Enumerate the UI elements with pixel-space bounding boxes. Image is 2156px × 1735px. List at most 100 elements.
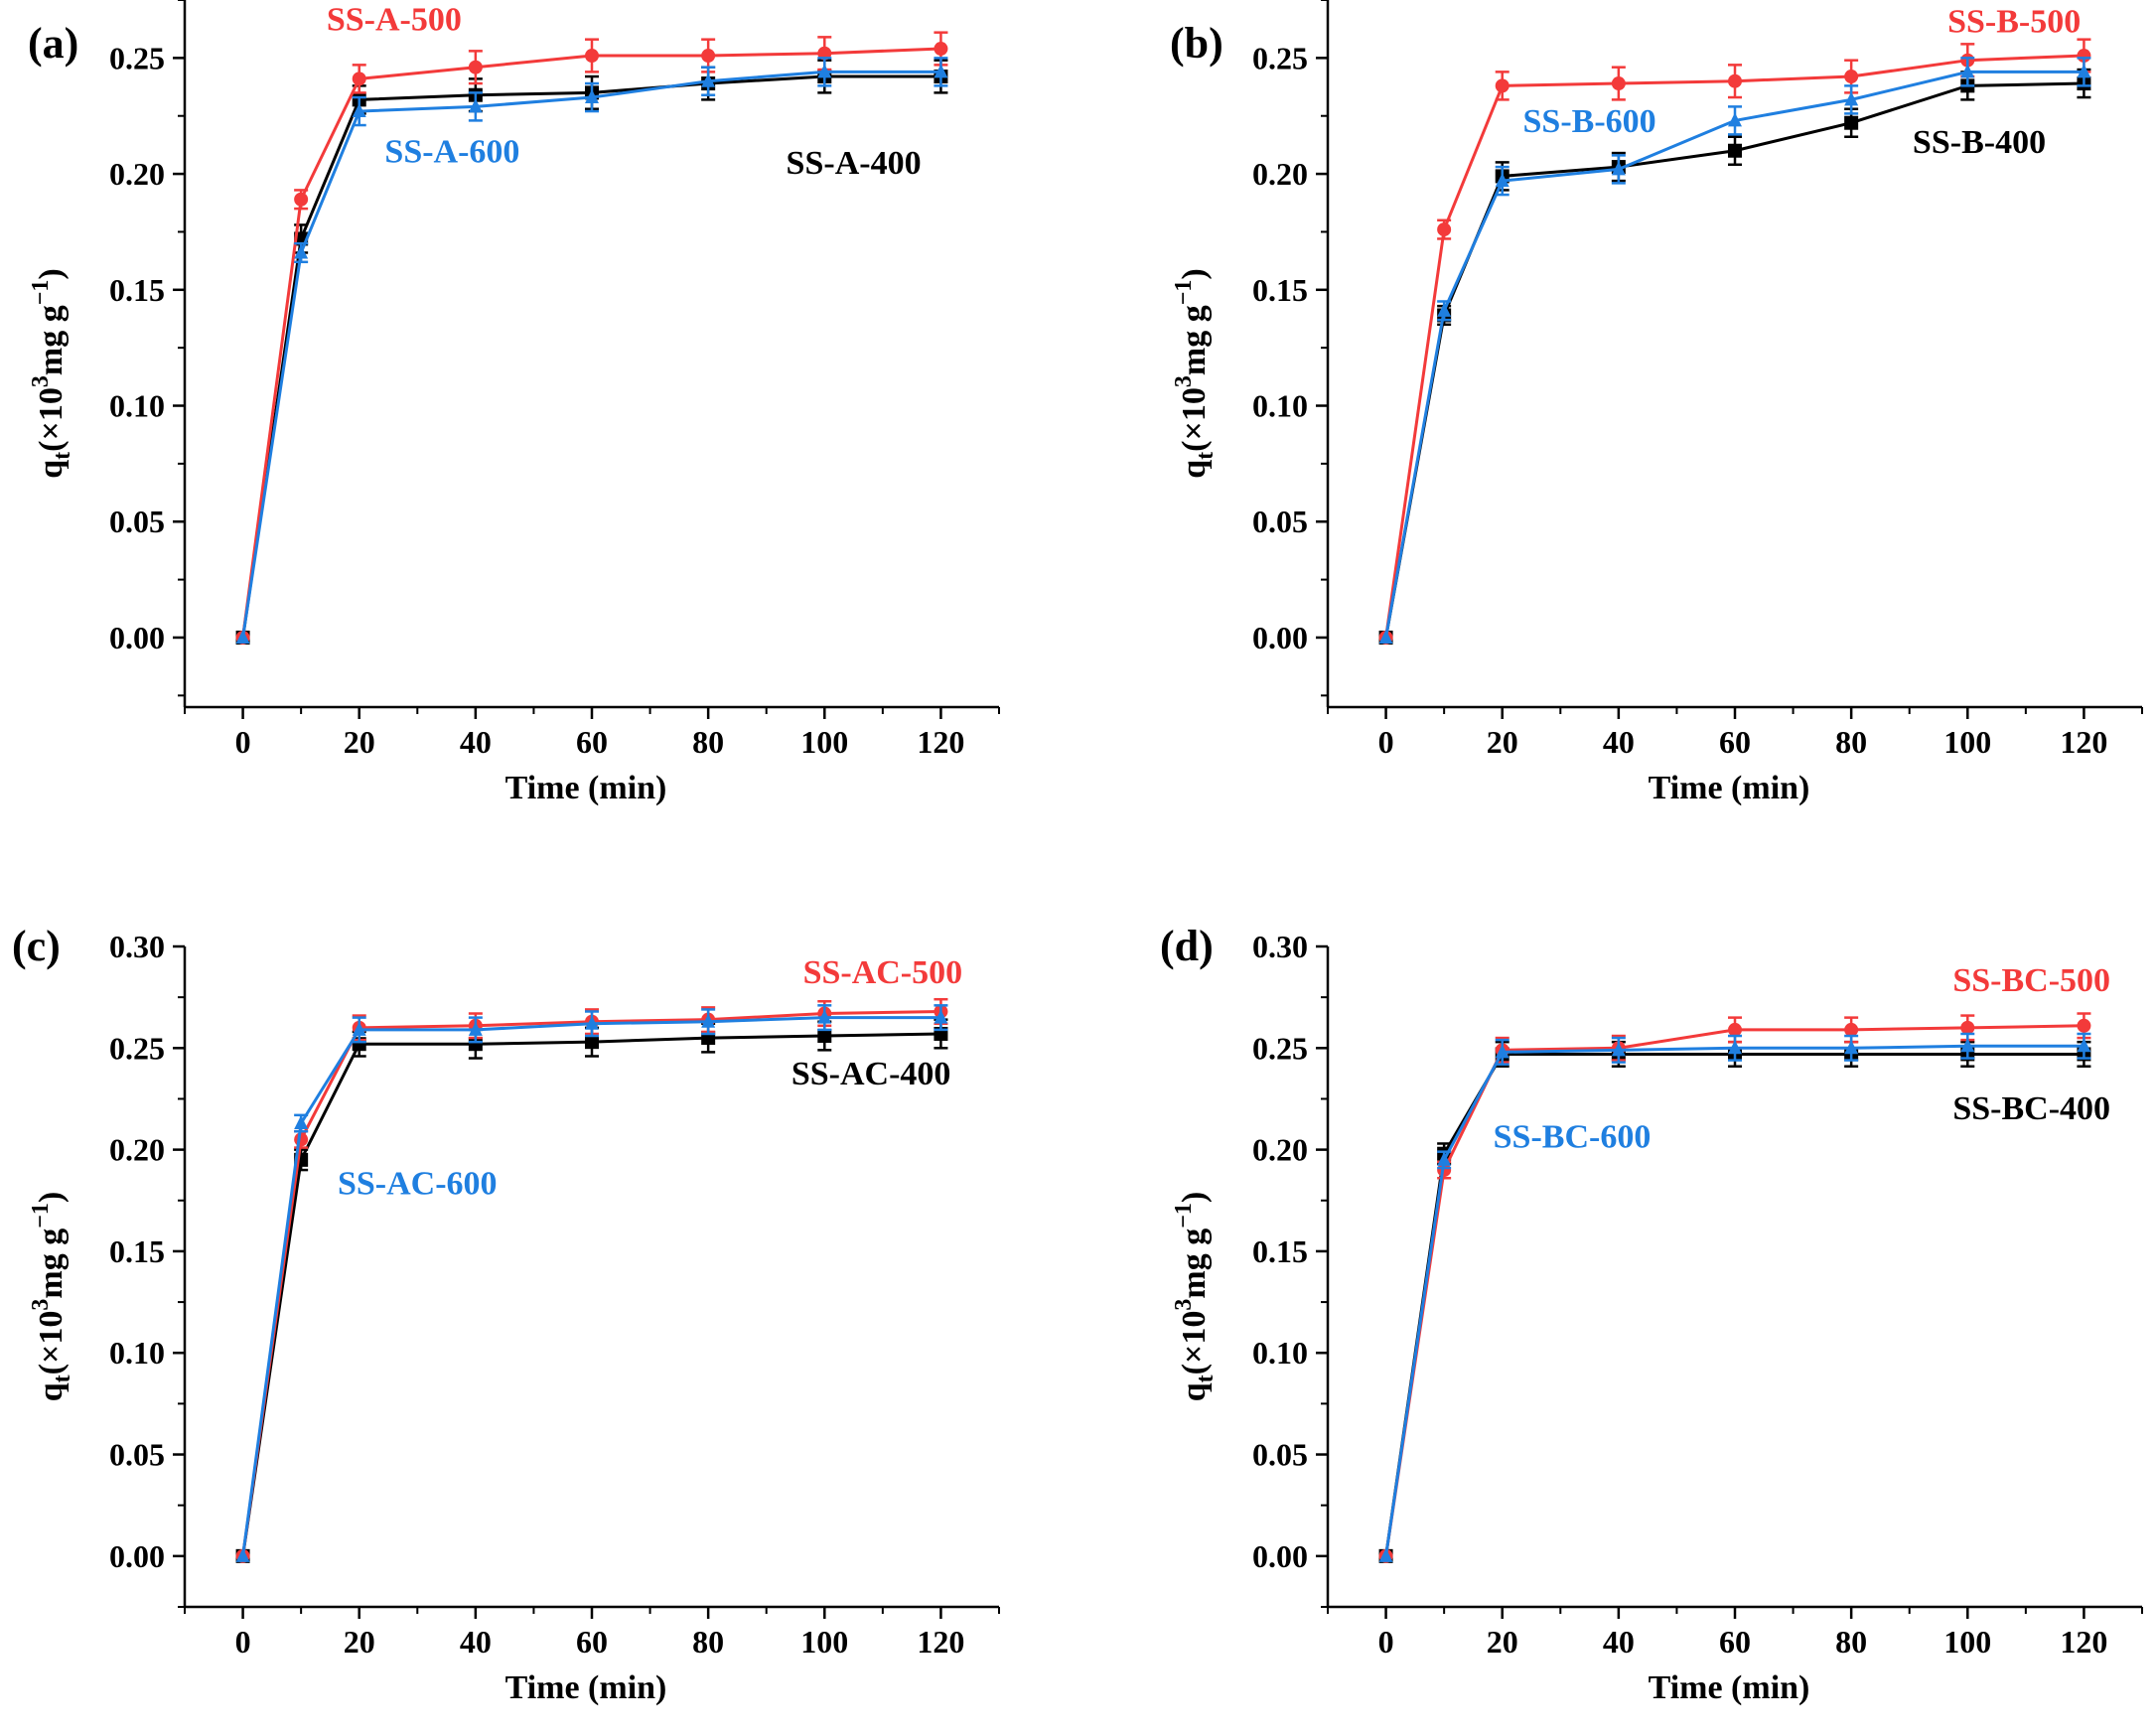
x-tick-label: 60 bbox=[1719, 1624, 1751, 1660]
data-point-triangle bbox=[1844, 1040, 1859, 1055]
x-tick-label: 120 bbox=[2060, 1624, 2107, 1660]
data-point-triangle bbox=[2077, 64, 2091, 78]
series-line bbox=[1384, 54, 2084, 639]
data-point-triangle bbox=[1437, 302, 1452, 317]
chart-panel-4: 0 20 40 60 80 100 120 0.00 0.05 0.10 0.15 0.20 0.25 0… bbox=[1160, 922, 2143, 1706]
x-tick-label: 0 bbox=[1378, 1624, 1394, 1660]
x-tick-label: 100 bbox=[800, 724, 848, 760]
series-label: SS-AC-500 bbox=[803, 954, 963, 991]
data-point-triangle bbox=[235, 629, 250, 644]
data-point-triangle bbox=[235, 1547, 250, 1562]
series-label: SS-BC-600 bbox=[1494, 1119, 1652, 1156]
data-point-triangle bbox=[1960, 1038, 1975, 1053]
data-point-triangle bbox=[1611, 161, 1626, 176]
y-axis-title-ylabel: q bbox=[1176, 1382, 1213, 1401]
x-tick-label: 40 bbox=[460, 724, 492, 760]
y-tick-label: 0.05 bbox=[109, 504, 165, 539]
data-point-circle bbox=[585, 49, 599, 64]
series-label: SS-B-500 bbox=[1947, 4, 2081, 41]
series-line bbox=[241, 74, 941, 639]
y-axis-title-ylabel-rest: mg g bbox=[33, 1229, 70, 1299]
x-tick-label: 40 bbox=[1603, 1624, 1635, 1660]
x-tick-label: 100 bbox=[1943, 1624, 1991, 1660]
data-point-triangle bbox=[2077, 1038, 2091, 1053]
x-axis-title: Time (min) bbox=[505, 770, 667, 806]
data-point-triangle bbox=[817, 64, 832, 78]
data-point-triangle bbox=[1495, 1044, 1509, 1059]
series-line bbox=[241, 1009, 941, 1557]
y-axis-title-ylabel-sup: 3 bbox=[28, 1299, 54, 1311]
x-tick-label: 20 bbox=[1487, 1624, 1518, 1660]
series-label: SS-BC-400 bbox=[1952, 1090, 2110, 1127]
data-point-triangle bbox=[1728, 112, 1742, 127]
series-line bbox=[1384, 1052, 2084, 1557]
y-tick-label: 0.30 bbox=[109, 929, 165, 964]
y-axis-title-ylabel-close: ) bbox=[33, 1192, 70, 1203]
y-axis-title-ylabel-sup2: −1 bbox=[1171, 280, 1197, 306]
series-label: SS-AC-400 bbox=[791, 1056, 951, 1092]
y-tick-label: 0.10 bbox=[1252, 1335, 1308, 1371]
y-axis-title-ylabel-sup2: −1 bbox=[1171, 1203, 1197, 1229]
y-tick-label: 0.15 bbox=[109, 272, 165, 308]
series-ss-bc-600: SS-BC-600 bbox=[1378, 1032, 2091, 1562]
data-point-triangle bbox=[585, 1015, 599, 1030]
y-axis-title-ylabel-unit: (×10 bbox=[1176, 1311, 1213, 1375]
y-tick-label: 0.00 bbox=[109, 1538, 165, 1574]
x-tick-label: 120 bbox=[917, 724, 964, 760]
y-tick-label: 0.00 bbox=[109, 620, 165, 655]
y-tick-label: 0.10 bbox=[109, 388, 165, 424]
y-axis-title-ylabel-close: ) bbox=[1176, 268, 1213, 279]
data-point-circle bbox=[1844, 70, 1859, 84]
series-ss-b-600: SS-B-600 bbox=[1378, 57, 2091, 644]
y-axis-title-ylabel-close: ) bbox=[33, 268, 70, 279]
series-line bbox=[1384, 1024, 2084, 1557]
y-axis-title-ylabel-sup2: −1 bbox=[28, 280, 54, 306]
data-point-triangle bbox=[468, 98, 483, 113]
x-tick-label: 0 bbox=[235, 1624, 251, 1660]
series-ss-b-500: SS-B-500 bbox=[1378, 4, 2091, 645]
x-tick-label: 80 bbox=[692, 1624, 724, 1660]
y-axis-title-ylabel-sup: 3 bbox=[28, 375, 54, 387]
y-axis-title-ylabel-rest: mg g bbox=[33, 305, 70, 375]
data-point-triangle bbox=[817, 1009, 832, 1024]
data-point-triangle bbox=[1378, 1547, 1393, 1562]
y-axis-title: qt(×103mg g−1) bbox=[1171, 1192, 1219, 1401]
panel-label: (a) bbox=[28, 19, 78, 68]
data-point-circle bbox=[1495, 78, 1509, 93]
data-point-circle bbox=[1728, 73, 1742, 88]
y-axis-title-ylabel: q bbox=[33, 460, 70, 479]
y-axis-title-ylabel-unit: (×10 bbox=[33, 387, 70, 452]
data-point-triangle bbox=[585, 89, 599, 104]
x-tick-label: 120 bbox=[917, 1624, 964, 1660]
y-tick-label: 0.05 bbox=[109, 1437, 165, 1473]
x-tick-label: 80 bbox=[1835, 1624, 1867, 1660]
chart-panel-3: 0 20 40 60 80 100 120 0.00 0.05 0.10 0.15 0.20 0.25 0… bbox=[12, 922, 1000, 1706]
y-axis-title-ylabel-rest: mg g bbox=[1176, 1229, 1213, 1299]
y-tick-label: 0.20 bbox=[1252, 156, 1308, 192]
series-line bbox=[1384, 70, 2084, 639]
series-ss-a-600: SS-A-600 bbox=[235, 57, 948, 644]
y-tick-label: 0.20 bbox=[109, 1132, 165, 1168]
data-point-triangle bbox=[934, 1009, 948, 1024]
x-axis-title: Time (min) bbox=[505, 1669, 667, 1706]
data-point-triangle bbox=[1728, 1040, 1742, 1055]
y-tick-label: 0.25 bbox=[109, 40, 165, 75]
y-tick-label: 0.20 bbox=[1252, 1132, 1308, 1168]
x-tick-label: 120 bbox=[2060, 724, 2107, 760]
y-axis-title-ylabel-sub: t bbox=[50, 452, 75, 460]
series-label: SS-A-600 bbox=[384, 133, 519, 170]
series-line bbox=[241, 47, 941, 639]
y-axis-title-ylabel: q bbox=[1176, 460, 1213, 479]
data-point-circle bbox=[934, 42, 948, 57]
y-axis-title-ylabel-sub: t bbox=[1193, 452, 1219, 460]
y-axis-title-ylabel-unit: (×10 bbox=[33, 1311, 70, 1375]
y-tick-label: 0.05 bbox=[1252, 1437, 1308, 1473]
data-point-square bbox=[468, 1037, 483, 1052]
data-point-circle bbox=[352, 72, 366, 86]
data-point-triangle bbox=[1960, 64, 1975, 78]
data-point-square bbox=[585, 1035, 599, 1050]
x-tick-label: 40 bbox=[1603, 724, 1635, 760]
series-label: SS-B-400 bbox=[1913, 124, 2046, 161]
